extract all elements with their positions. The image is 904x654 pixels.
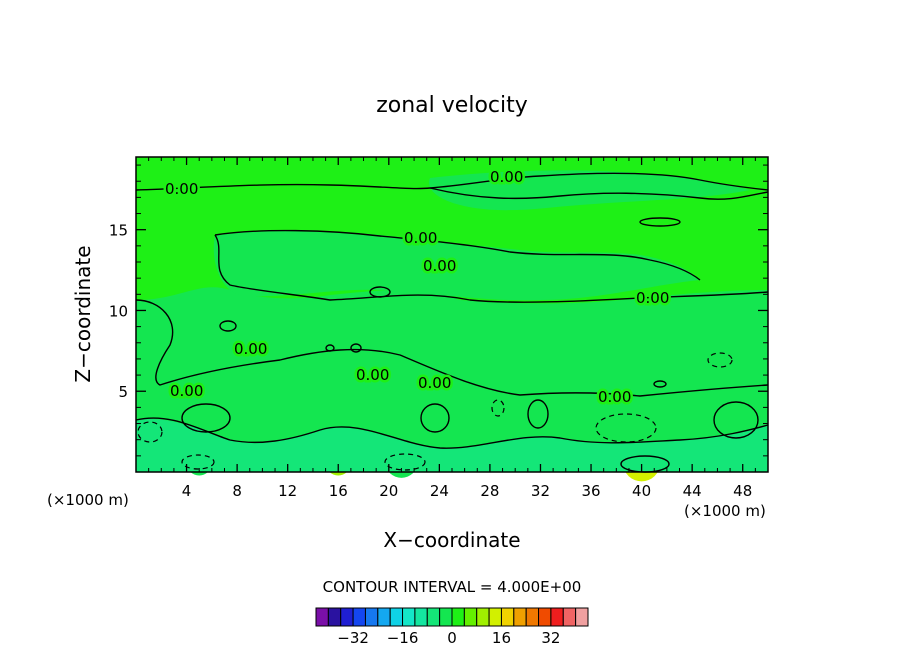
colorbar-swatch [426, 607, 441, 627]
contour-label: 0.00 [234, 340, 267, 358]
contour-line [384, 453, 426, 471]
x-tick-label: 8 [232, 482, 242, 500]
contour-line [181, 403, 231, 433]
colorbar-swatch [451, 607, 465, 627]
contour-line [491, 399, 505, 417]
plot-area: 0.00 0.00 0.00 0.00 0.00 0.00 0.00 0.00 … [135, 156, 769, 482]
contour-line [713, 401, 759, 439]
contour-line [639, 217, 681, 227]
contour-line [219, 320, 237, 332]
x-tick-label: 48 [733, 482, 752, 500]
contour-line [214, 234, 769, 303]
contour-line [369, 286, 391, 298]
x-axis: 4 8 12 16 20 24 28 32 36 40 44 48 [148, 157, 756, 500]
contour-line [595, 413, 657, 443]
x-tick-label: 44 [683, 482, 702, 500]
colorbar-swatch [414, 607, 428, 627]
x-tick-label: 16 [329, 482, 348, 500]
contour-labels: 0.00 0.00 0.00 0.00 0.00 0.00 0.00 0.00 … [163, 166, 672, 409]
colorbar-swatch [439, 607, 453, 627]
colorbar-swatch [575, 607, 589, 627]
colorbar-tick-labels: −32 −16 0 16 32 [337, 629, 560, 647]
colorbar-swatch [327, 607, 342, 627]
contour-line [214, 229, 701, 281]
x-axis-label: X−coordinate [383, 528, 520, 552]
colorbar-swatch [463, 607, 478, 627]
contour-label: 0.00 [404, 229, 437, 247]
x-tick-label: 4 [182, 482, 192, 500]
colorbar-swatch [389, 607, 404, 627]
colorbar-swatch [550, 607, 564, 627]
colorbar-tick-label: 16 [492, 629, 511, 647]
y-tick-label: 5 [118, 383, 128, 401]
x-unit-label: (×1000 m) [684, 502, 766, 520]
contour-interval-label: CONTOUR INTERVAL = 4.000E+00 [323, 578, 582, 596]
colorbar-swatch [513, 607, 527, 627]
colorbar-swatch [340, 607, 354, 627]
x-tick-label: 40 [632, 482, 651, 500]
contour-line [135, 172, 769, 191]
colorbar-swatch [525, 607, 540, 627]
contour-line [135, 417, 769, 449]
contour-line [137, 421, 163, 443]
contour-label: 0.00 [598, 388, 631, 406]
colorbar-swatch [352, 607, 366, 627]
y-axis-label: Z−coordinate [71, 245, 95, 382]
contour-line [420, 403, 450, 433]
z-unit-label: (×1000 m) [47, 491, 129, 509]
colorbar-tick-label: −16 [387, 629, 419, 647]
colorbar-swatch [402, 607, 416, 627]
colorbar-tick-label: 0 [447, 629, 457, 647]
colorbar-tick-label: −32 [337, 629, 369, 647]
contour-label: 0.00 [165, 180, 198, 198]
x-tick-label: 36 [581, 482, 600, 500]
colorbar-swatch [488, 607, 502, 627]
contour-lines [135, 172, 769, 473]
field-region-bottom [136, 419, 768, 472]
colorbar [315, 607, 589, 627]
contour-line [350, 343, 362, 353]
contour-label: 0.00 [418, 374, 451, 392]
contour-line [429, 187, 769, 200]
colorbar-swatch [364, 607, 379, 627]
colorbar-swatch [562, 607, 577, 627]
colorbar-swatch [476, 607, 490, 627]
contour-label: 0.00 [490, 168, 523, 186]
contour-label: 0.00 [170, 382, 203, 400]
y-axis: 5 10 15 [109, 164, 768, 457]
contour-label: 0.00 [356, 366, 389, 384]
colorbar-tick-label: 32 [541, 629, 560, 647]
field-region-top [429, 170, 750, 211]
dashed-contours [137, 352, 733, 471]
contour-label: 0.00 [636, 289, 669, 307]
contour-line [181, 454, 215, 470]
x-tick-label: 12 [278, 482, 297, 500]
field-region-low [136, 287, 768, 472]
field-region-upper [213, 230, 700, 301]
colorbar-swatch [538, 607, 552, 627]
contour-line [325, 344, 335, 352]
x-tick-label: 32 [531, 482, 550, 500]
chart-title: zonal velocity [376, 93, 528, 118]
y-tick-label: 15 [109, 222, 128, 240]
x-tick-label: 24 [430, 482, 449, 500]
x-tick-label: 28 [480, 482, 499, 500]
y-tick-label: 10 [109, 302, 128, 320]
contour-line [135, 299, 769, 397]
colorbar-swatch [500, 607, 515, 627]
contour-line [527, 399, 549, 429]
contour-line [653, 380, 667, 388]
contour-line [707, 352, 733, 368]
contour-label: 0.00 [423, 257, 456, 275]
colorbar-swatch [315, 607, 329, 627]
x-tick-label: 20 [379, 482, 398, 500]
colorbar-swatch [377, 607, 391, 627]
